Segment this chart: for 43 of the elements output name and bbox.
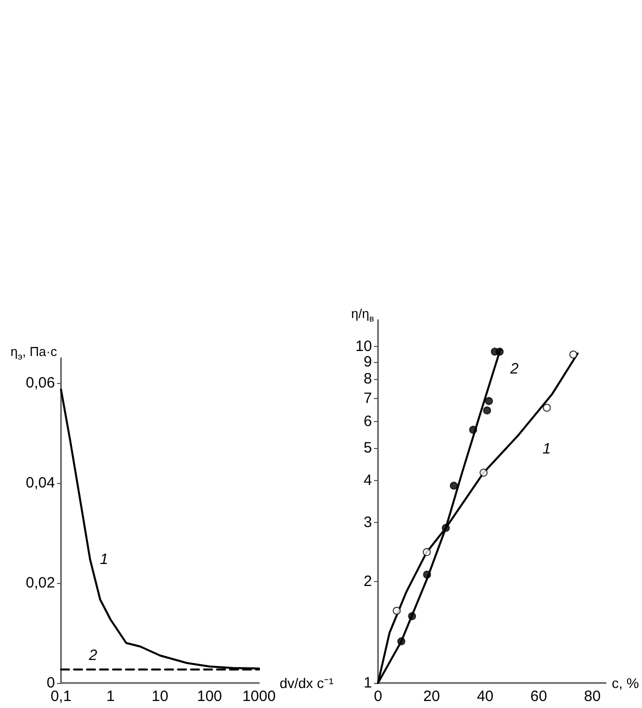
y-tick-label: 3 xyxy=(364,514,372,532)
point xyxy=(496,348,504,356)
y-tick-label: 0,06 xyxy=(26,374,55,392)
y-tick-label: 9 xyxy=(364,354,372,371)
x-axis-title: c, % xyxy=(612,675,640,691)
x-tick-label: 1 xyxy=(106,688,115,705)
point xyxy=(408,612,416,620)
point xyxy=(484,397,493,406)
y-tick-label: 6 xyxy=(364,412,372,430)
series-label: 1 xyxy=(100,551,108,568)
y-tick-label: 0,04 xyxy=(26,474,55,492)
series-label: 1 xyxy=(542,440,551,458)
y-axis-title: η/η$_{в}$ xyxy=(351,306,374,324)
x-tick-label: 60 xyxy=(530,688,548,705)
point xyxy=(569,350,578,359)
x-tick-label: 40 xyxy=(476,688,494,705)
x-axis-title: dv/dx c⁻¹ xyxy=(280,675,334,691)
y-axis-title: η$_{э}$, Па·с xyxy=(10,344,57,362)
y-tick-label: 8 xyxy=(364,370,372,388)
x-tick-label: 1000 xyxy=(242,688,276,705)
point xyxy=(469,426,478,434)
y-tick-label: 4 xyxy=(364,472,372,489)
x-tick-label: 80 xyxy=(584,688,601,705)
point xyxy=(542,404,551,412)
y-tick-label: 10 xyxy=(355,338,372,356)
y-tick-label: 0,02 xyxy=(26,574,55,592)
y-tick-label: 2 xyxy=(364,573,372,590)
point xyxy=(483,406,492,414)
point xyxy=(392,606,401,615)
y-tick-label: 1 xyxy=(364,674,372,692)
point xyxy=(442,524,450,532)
y-tick-label: 5 xyxy=(364,439,372,456)
x-tick-label: 20 xyxy=(423,688,440,705)
x-tick-label: 100 xyxy=(196,688,222,705)
point xyxy=(450,482,458,490)
series-label: 2 xyxy=(88,647,98,664)
point xyxy=(397,637,406,646)
point xyxy=(422,548,431,556)
y-tick-label: 7 xyxy=(364,390,372,408)
x-tick-label: 10 xyxy=(152,688,168,705)
point xyxy=(480,468,488,477)
point xyxy=(423,570,432,579)
series-label: 2 xyxy=(509,360,520,378)
